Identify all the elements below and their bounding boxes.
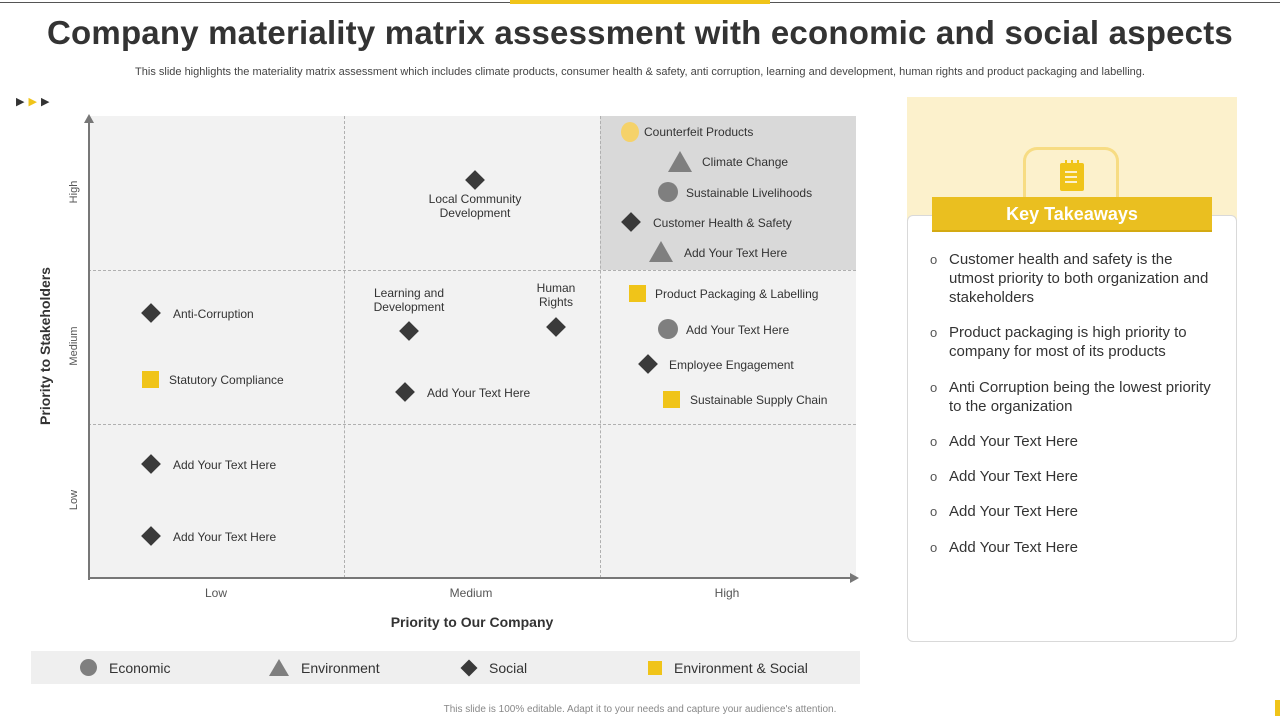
page-subtitle: This slide highlights the materiality ma… xyxy=(135,66,1145,78)
x-axis-arrow-icon xyxy=(850,573,859,583)
legend-item-environment-social: Environment & Social xyxy=(648,651,808,684)
point-label: Human Rights xyxy=(536,281,576,309)
point-label: Statutory Compliance xyxy=(169,373,284,387)
takeaway-item: o Add Your Text Here xyxy=(930,467,1220,486)
play-arrows-icon: ▶▶▶ xyxy=(16,96,54,108)
bullet-icon: o xyxy=(930,504,938,519)
bullet-icon: o xyxy=(930,540,938,555)
y-axis-arrow-icon xyxy=(84,114,94,123)
bullet-icon: o xyxy=(930,380,938,395)
top-accent-bar xyxy=(510,0,770,4)
takeaway-text: Add Your Text Here xyxy=(949,468,1078,485)
point-marker-square xyxy=(629,285,646,302)
x-tick-low: Low xyxy=(204,586,227,600)
point-label: Add Your Text Here xyxy=(684,246,788,260)
point-label: Add Your Text Here xyxy=(173,458,277,472)
x-axis xyxy=(88,577,852,579)
y-tick-medium: Medium xyxy=(68,326,80,366)
x-tick-medium: Medium xyxy=(449,586,493,600)
x-tick-high: High xyxy=(714,586,740,600)
circle-icon xyxy=(80,659,97,676)
grid-line-v2 xyxy=(600,116,601,578)
y-tick-low: Low xyxy=(68,489,80,511)
point-marker-triangle xyxy=(649,241,673,262)
takeaway-item: o Product packaging is high priority to c… xyxy=(930,323,1220,361)
point-label: Local Community Development xyxy=(428,192,522,220)
takeaway-text: Add Your Text Here xyxy=(949,433,1078,450)
takeaway-item: o Add Your Text Here xyxy=(930,502,1220,521)
takeaways-title: Key Takeaways xyxy=(932,197,1212,232)
takeaway-item: o Add Your Text Here xyxy=(930,432,1220,451)
legend-item-social: Social xyxy=(460,651,528,684)
triangle-icon xyxy=(269,659,289,676)
bullet-icon: o xyxy=(930,469,938,484)
point-marker-circle xyxy=(658,319,678,339)
takeaways-panel xyxy=(907,215,1237,642)
diamond-icon xyxy=(460,659,478,676)
page-title: Company materiality matrix assessment wi… xyxy=(47,14,1233,51)
y-axis-title: Priority to Stakeholders xyxy=(37,267,53,425)
point-label: Sustainable Supply Chain xyxy=(690,393,828,407)
legend-item-economic: Economic xyxy=(80,651,170,684)
point-label: Add Your Text Here xyxy=(427,386,531,400)
point-label: Add Your Text Here xyxy=(173,530,277,544)
takeaway-text: Product packaging is high priority to co… xyxy=(949,324,1187,360)
square-icon xyxy=(648,660,662,675)
takeaway-text: Anti Corruption being the lowest priorit… xyxy=(949,379,1211,415)
grid-line-v1 xyxy=(344,116,345,578)
corner-accent xyxy=(1275,700,1280,716)
point-marker-yellow-circle xyxy=(621,122,639,142)
point-label: Learning and Development xyxy=(373,286,445,314)
legend: Economic Environment Social Environment … xyxy=(31,651,860,684)
point-label: Employee Engagement xyxy=(669,358,794,372)
high-high-cell xyxy=(600,116,856,270)
bullet-icon: o xyxy=(930,252,938,267)
point-marker-circle xyxy=(658,182,678,202)
legend-label: Environment & Social xyxy=(674,659,808,676)
point-marker-triangle xyxy=(668,151,692,172)
legend-label: Social xyxy=(489,659,528,676)
point-marker-square xyxy=(142,371,159,388)
materiality-matrix xyxy=(88,116,856,578)
takeaway-item: o Customer health and safety is the utmos… xyxy=(930,250,1220,307)
bullet-icon: o xyxy=(930,434,938,449)
point-label: Climate Change xyxy=(702,155,789,169)
legend-item-environment: Environment xyxy=(269,651,380,684)
footer-note: This slide is 100% editable. Adapt it to… xyxy=(443,704,837,715)
bullet-icon: o xyxy=(930,325,938,340)
y-tick-high: High xyxy=(68,180,80,204)
legend-label: Environment xyxy=(301,659,380,676)
takeaway-item: o Anti Corruption being the lowest priori… xyxy=(930,378,1220,416)
point-label: Counterfeit Products xyxy=(644,125,754,139)
legend-label: Economic xyxy=(109,659,171,676)
takeaway-text: Add Your Text Here xyxy=(949,503,1078,520)
point-label: Anti-Corruption xyxy=(173,307,254,321)
grid-line-h1 xyxy=(88,270,856,271)
point-label: Customer Health & Safety xyxy=(653,216,792,230)
point-label: Product Packaging & Labelling xyxy=(655,287,819,301)
takeaway-item: o Add Your Text Here xyxy=(930,538,1220,557)
point-label: Add Your Text Here xyxy=(686,323,790,337)
point-label: Sustainable Livelihoods xyxy=(686,186,813,200)
grid-line-h2 xyxy=(88,424,856,425)
notepad-icon xyxy=(1060,160,1084,191)
takeaway-text: Add Your Text Here xyxy=(949,539,1078,556)
y-axis xyxy=(88,118,90,580)
point-marker-square xyxy=(663,391,680,408)
x-axis-title: Priority to Our Company xyxy=(390,614,554,630)
takeaway-text: Customer health and safety is the utmost… xyxy=(949,251,1209,306)
